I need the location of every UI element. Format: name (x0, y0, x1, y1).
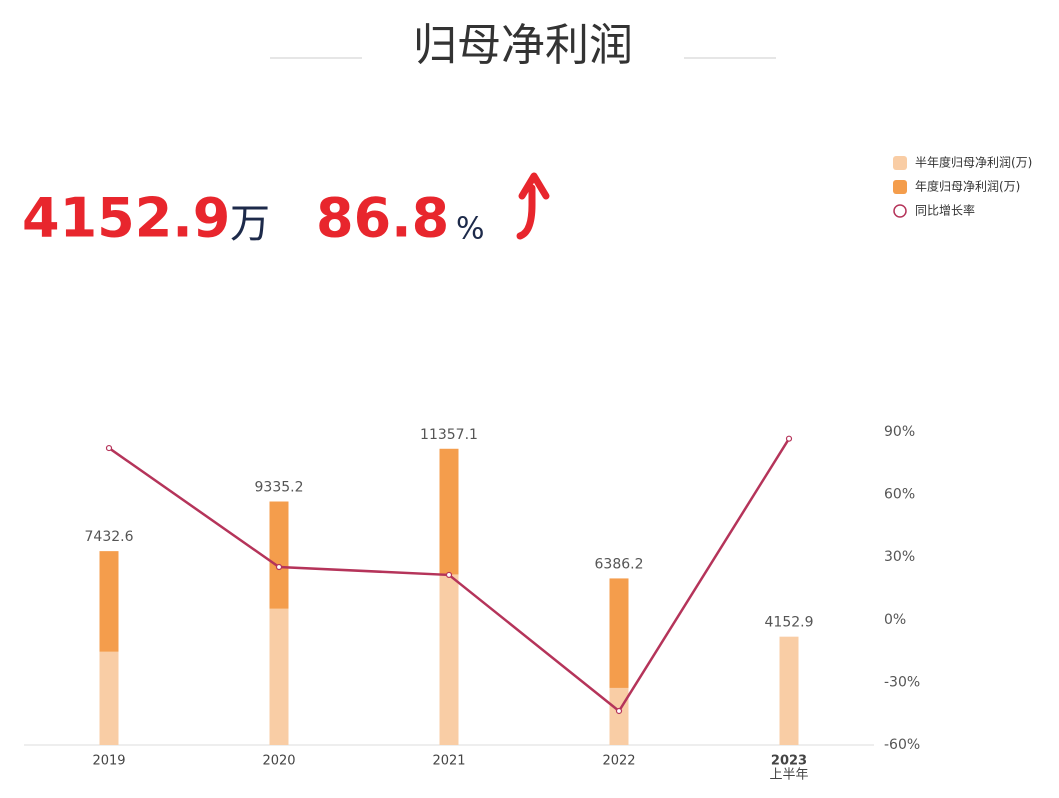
legend-swatch (893, 156, 907, 170)
headline-unit: 万 (230, 201, 270, 247)
chart-title: 归母净利润 (413, 20, 633, 71)
data-label: 6386.2 (595, 556, 644, 572)
line-point (105, 444, 113, 452)
line-point (615, 707, 623, 715)
data-label: 7432.6 (85, 529, 134, 545)
line-point (275, 563, 283, 571)
x-tick-label: 2022 (602, 754, 635, 769)
y2-tick-label: 0% (884, 612, 906, 628)
legend-swatch (893, 180, 907, 194)
line-point (785, 435, 793, 442)
legend-label: 年度归母净利润(万) (915, 179, 1020, 194)
y2-tick-label: -60% (884, 737, 920, 753)
bar (439, 574, 459, 745)
bar (609, 687, 629, 745)
y2-tick-label: -30% (884, 674, 920, 690)
headline-growth-unit: % (456, 212, 485, 247)
legend-swatch (893, 204, 907, 218)
headline-value: 4152.9 (22, 187, 230, 250)
headline-growth: 86.8 (316, 187, 449, 250)
x-tick-label: 2020 (262, 754, 295, 769)
bar (779, 636, 799, 745)
x-tick-label: 2019 (92, 754, 125, 769)
y2-tick-label: 90% (884, 424, 915, 440)
bar (99, 651, 119, 745)
data-label: 4152.9 (765, 615, 814, 631)
x-tick-note: 上半年 (769, 768, 808, 783)
legend-label: 半年度归母净利润(万) (915, 155, 1032, 170)
line-point (445, 571, 453, 579)
x-tick-label: 2023 (771, 754, 807, 769)
data-label: 9335.2 (255, 480, 304, 496)
y2-tick-label: 60% (884, 487, 915, 503)
legend-label: 同比增长率 (915, 203, 975, 218)
data-label: 11357.1 (420, 427, 478, 443)
y2-tick-label: 30% (884, 549, 915, 565)
up-arrow (516, 172, 550, 240)
bar (269, 608, 289, 745)
x-tick-label: 2021 (432, 754, 465, 769)
